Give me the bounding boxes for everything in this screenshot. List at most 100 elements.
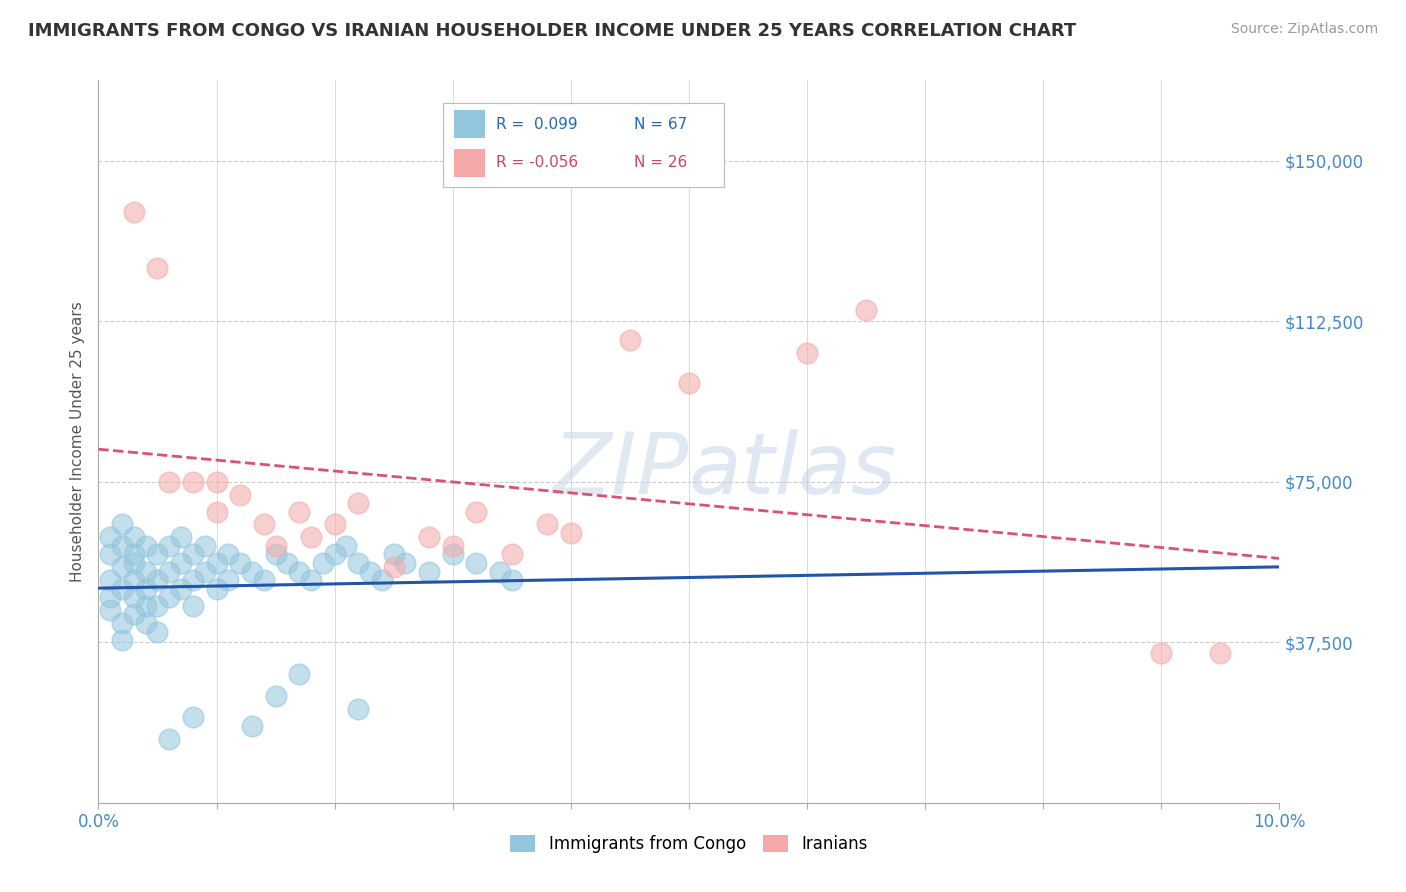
- Point: [359, 565, 381, 579]
- Point: [111, 560, 134, 574]
- Point: [288, 565, 311, 579]
- Text: R = -0.056: R = -0.056: [496, 155, 578, 169]
- Point: [122, 556, 145, 570]
- Point: [1209, 646, 1232, 660]
- Point: [205, 556, 228, 570]
- Point: [181, 710, 204, 724]
- Point: [229, 556, 252, 570]
- Point: [796, 346, 818, 360]
- Point: [678, 376, 700, 391]
- Point: [111, 539, 134, 553]
- Point: [170, 582, 193, 596]
- Point: [382, 560, 405, 574]
- Point: [229, 487, 252, 501]
- Point: [157, 475, 180, 489]
- Point: [855, 303, 877, 318]
- Point: [347, 701, 370, 715]
- Text: ZIP: ZIP: [553, 429, 689, 512]
- Point: [135, 565, 157, 579]
- Point: [111, 633, 134, 648]
- Point: [217, 548, 239, 562]
- Point: [347, 556, 370, 570]
- Point: [111, 582, 134, 596]
- Point: [194, 539, 217, 553]
- Point: [111, 517, 134, 532]
- Point: [170, 530, 193, 544]
- Point: [536, 517, 558, 532]
- Point: [122, 548, 145, 562]
- Text: N = 26: N = 26: [634, 155, 688, 169]
- Point: [157, 539, 180, 553]
- Point: [299, 573, 322, 587]
- Point: [217, 573, 239, 587]
- Point: [170, 556, 193, 570]
- Point: [501, 548, 523, 562]
- Point: [135, 599, 157, 613]
- Point: [205, 582, 228, 596]
- Point: [441, 548, 464, 562]
- Legend: Immigrants from Congo, Iranians: Immigrants from Congo, Iranians: [503, 828, 875, 860]
- Point: [240, 565, 263, 579]
- Point: [489, 565, 512, 579]
- Point: [181, 599, 204, 613]
- Point: [418, 530, 440, 544]
- Bar: [454, 149, 485, 178]
- Point: [264, 539, 287, 553]
- Y-axis label: Householder Income Under 25 years: Householder Income Under 25 years: [69, 301, 84, 582]
- Text: atlas: atlas: [689, 429, 897, 512]
- Point: [135, 582, 157, 596]
- Point: [98, 591, 121, 605]
- Point: [323, 517, 346, 532]
- Point: [122, 591, 145, 605]
- Point: [157, 565, 180, 579]
- Point: [253, 573, 276, 587]
- Text: Source: ZipAtlas.com: Source: ZipAtlas.com: [1230, 22, 1378, 37]
- Point: [465, 556, 488, 570]
- Point: [382, 548, 405, 562]
- Point: [418, 565, 440, 579]
- Point: [146, 624, 169, 639]
- Point: [288, 667, 311, 681]
- Point: [347, 496, 370, 510]
- Point: [619, 334, 641, 348]
- Bar: [454, 111, 485, 138]
- Point: [98, 548, 121, 562]
- Text: IMMIGRANTS FROM CONGO VS IRANIAN HOUSEHOLDER INCOME UNDER 25 YEARS CORRELATION C: IMMIGRANTS FROM CONGO VS IRANIAN HOUSEHO…: [28, 22, 1077, 40]
- Point: [146, 599, 169, 613]
- Point: [205, 475, 228, 489]
- Point: [288, 505, 311, 519]
- Point: [253, 517, 276, 532]
- Point: [135, 539, 157, 553]
- Point: [122, 205, 145, 219]
- Point: [98, 530, 121, 544]
- Point: [371, 573, 394, 587]
- Point: [394, 556, 416, 570]
- Text: R =  0.099: R = 0.099: [496, 117, 578, 132]
- Point: [157, 591, 180, 605]
- Point: [240, 719, 263, 733]
- Point: [276, 556, 298, 570]
- Point: [181, 548, 204, 562]
- Point: [264, 689, 287, 703]
- Point: [335, 539, 357, 553]
- Point: [122, 607, 145, 622]
- Point: [181, 475, 204, 489]
- Point: [264, 548, 287, 562]
- Point: [323, 548, 346, 562]
- Point: [146, 548, 169, 562]
- Point: [98, 573, 121, 587]
- Point: [441, 539, 464, 553]
- Point: [299, 530, 322, 544]
- Point: [501, 573, 523, 587]
- Point: [157, 731, 180, 746]
- Point: [122, 573, 145, 587]
- Point: [122, 530, 145, 544]
- Point: [194, 565, 217, 579]
- Point: [1150, 646, 1173, 660]
- Point: [205, 505, 228, 519]
- Point: [465, 505, 488, 519]
- Point: [98, 603, 121, 617]
- Text: N = 67: N = 67: [634, 117, 688, 132]
- Point: [560, 526, 582, 541]
- Point: [181, 573, 204, 587]
